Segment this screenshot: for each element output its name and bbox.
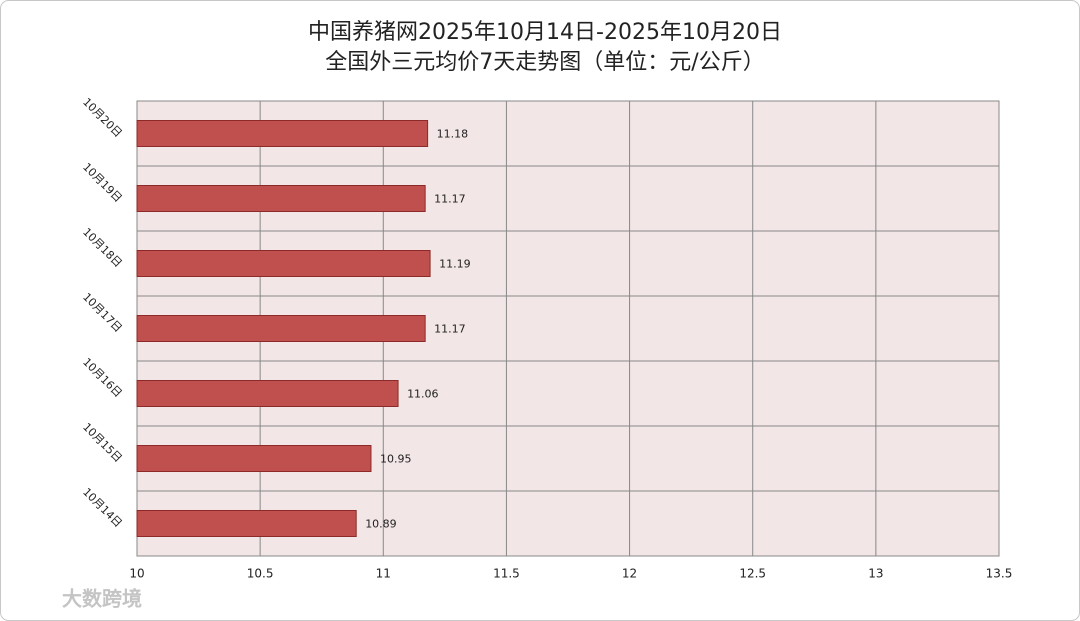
chart-title: 中国养猪网2025年10月14日-2025年10月20日 bbox=[308, 20, 782, 45]
chart-subtitle: 全国外三元均价7天走势图（单位：元/公斤） bbox=[325, 50, 764, 75]
value-label: 10.89 bbox=[365, 518, 397, 531]
watermark: 大数跨境 bbox=[62, 587, 142, 611]
x-tick-label: 10.5 bbox=[247, 567, 274, 581]
bar bbox=[136, 120, 429, 147]
value-label: 11.17 bbox=[434, 193, 466, 206]
bar bbox=[136, 185, 426, 212]
x-tick-label: 13.5 bbox=[986, 567, 1013, 581]
value-label: 10.95 bbox=[380, 453, 412, 466]
value-label: 11.17 bbox=[434, 323, 466, 336]
x-tick-label: 11.5 bbox=[493, 567, 520, 581]
value-label: 11.18 bbox=[437, 128, 469, 141]
bar bbox=[136, 510, 357, 537]
bar bbox=[136, 315, 426, 342]
x-tick-label: 12.5 bbox=[739, 567, 766, 581]
value-label: 11.06 bbox=[407, 388, 439, 401]
value-label: 11.19 bbox=[439, 258, 471, 271]
bar bbox=[136, 445, 372, 472]
bar bbox=[136, 250, 431, 277]
x-tick-label: 13 bbox=[868, 567, 883, 581]
x-tick-label: 12 bbox=[622, 567, 637, 581]
x-tick-label: 10 bbox=[129, 567, 144, 581]
bar bbox=[136, 380, 399, 407]
x-tick-label: 11 bbox=[376, 567, 391, 581]
